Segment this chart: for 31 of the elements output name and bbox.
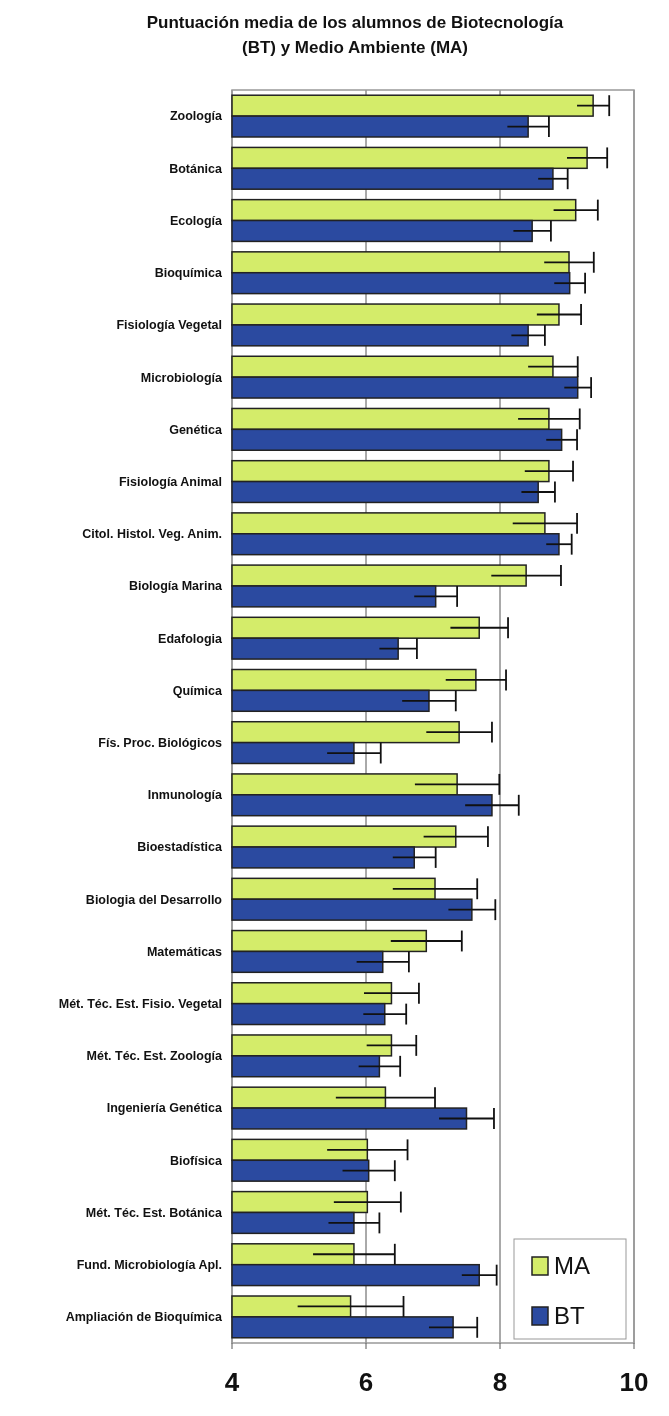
x-tick-label: 4 (224, 1367, 240, 1397)
legend-label: MA (554, 1252, 590, 1280)
y-tick-label: Fís. Proc. Biológicos (98, 735, 223, 750)
y-tick-label: Ecología (169, 213, 224, 228)
x-tick-label: 6 (358, 1367, 374, 1397)
y-tick-label: Ampliación de Bioquímica (65, 1310, 224, 1325)
y-tick-label: Inmunología (147, 788, 224, 803)
y-tick-label: Biologia del Desarrollo (85, 892, 223, 907)
y-tick-label: Bioestadística (137, 840, 224, 855)
chart-title: Puntuación media de los alumnos de Biotecnología (BT) y Medio Ambiente (MA) (146, 13, 564, 57)
y-tick-label: Mét. Téc. Est. Zoología (86, 1049, 224, 1064)
y-tick-label: Zoología (169, 109, 224, 124)
y-tick-label: Edafologia (158, 631, 224, 646)
x-tick-label: 8 (492, 1367, 508, 1397)
x-tick-label: 10 (619, 1367, 649, 1397)
y-tick-label: Microbiología (140, 370, 224, 385)
y-tick-label: Fund. Microbiología Apl. (76, 1258, 222, 1273)
y-tick-label: Química (172, 683, 224, 698)
y-tick-label: Fisiología Vegetal (116, 318, 222, 333)
y-tick-label: Matemáticas (146, 944, 223, 959)
y-tick-label: Mét. Téc. Est. Fisio. Vegetal (58, 997, 222, 1012)
y-tick-label: Citol. Histol. Veg. Anim. (82, 527, 222, 542)
y-tick-label: Bioquímica (154, 266, 224, 281)
y-tick-label: Ingeniería Genética (106, 1101, 224, 1116)
legend-label: BT (554, 1302, 586, 1330)
y-tick-label: Genética (169, 422, 224, 437)
y-tick-label: Biología Marina (128, 579, 224, 594)
y-tick-label: Mét. Téc. Est. Botánica (85, 1205, 224, 1220)
y-tick-label: Biofísica (169, 1153, 224, 1168)
y-tick-label: Fisiología Animal (118, 474, 222, 489)
y-tick-label: Botánica (169, 161, 224, 176)
